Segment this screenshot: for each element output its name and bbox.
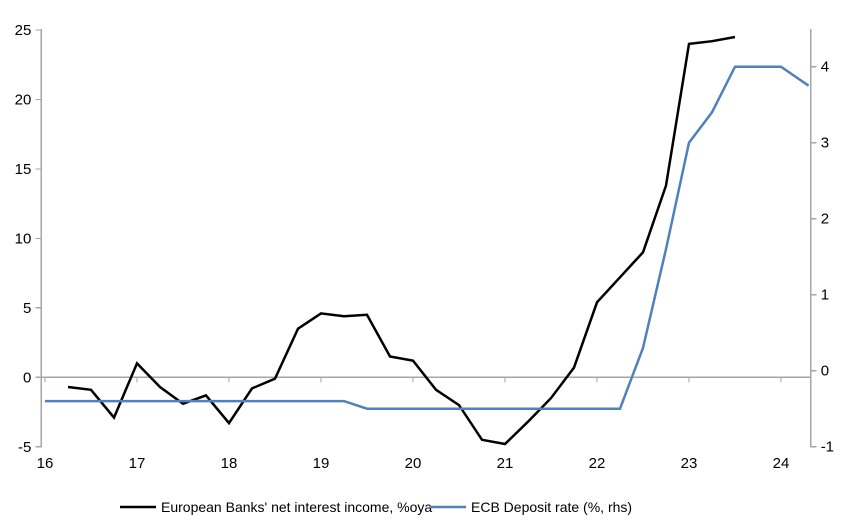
left-axis-tick-label: 25: [15, 22, 32, 39]
x-axis-tick-label: 22: [589, 455, 606, 472]
right-axis-tick-label: 1: [821, 287, 829, 304]
x-axis-tick-label: 16: [37, 455, 54, 472]
x-axis-tick-label: 20: [405, 455, 422, 472]
x-axis-tick-label: 19: [313, 455, 330, 472]
x-axis-tick-label: 24: [773, 455, 790, 472]
left-axis-tick-label: 5: [23, 300, 31, 317]
left-axis-tick-label: -5: [18, 439, 31, 456]
left-axis-tick-label: 20: [15, 92, 32, 109]
right-axis-tick-label: 4: [821, 59, 829, 76]
left-axis-tick-label: 15: [15, 161, 32, 178]
x-axis-tick-label: 17: [129, 455, 146, 472]
x-axis-tick-label: 18: [221, 455, 238, 472]
right-axis-tick-label: 3: [821, 135, 829, 152]
legend: European Banks' net interest income, %oy…: [120, 499, 632, 515]
legend-label-nii: European Banks' net interest income, %oy…: [161, 499, 432, 515]
x-axis-tick-label: 21: [497, 455, 514, 472]
nii-line: [67, 35, 736, 446]
series-layer: [45, 35, 810, 446]
left-axis-tick-label: 10: [15, 230, 32, 247]
x-axis-tick-label: 23: [681, 455, 698, 472]
legend-label-ecb: ECB Deposit rate (%, rhs): [471, 499, 632, 515]
ecb-line: [45, 65, 810, 410]
right-axis-tick-label: 0: [821, 363, 829, 380]
right-axis-tick-label: -1: [821, 439, 834, 456]
right-axis-tick-label: 2: [821, 211, 829, 228]
left-axis-tick-label: 0: [23, 369, 31, 386]
